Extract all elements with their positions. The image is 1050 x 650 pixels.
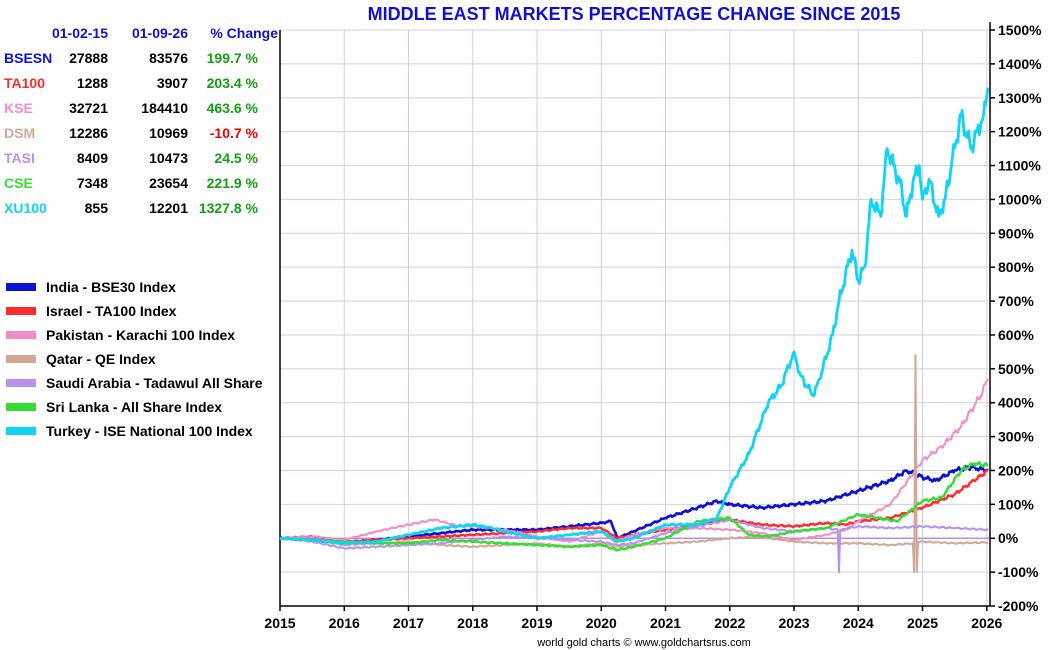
y-tick-label: 700% — [998, 293, 1034, 309]
legend-swatch — [6, 331, 36, 339]
y-tick-label: -100% — [998, 564, 1039, 580]
chart-title: MIDDLE EAST MARKETS PERCENTAGE CHANGE SI… — [368, 4, 901, 24]
legend-label: Israel - TA100 Index — [46, 303, 177, 319]
x-tick-label: 2023 — [778, 615, 809, 631]
table-row-end: 10969 — [149, 125, 188, 141]
table-row-change: 203.4 % — [207, 75, 259, 91]
table-row-end: 3907 — [157, 75, 188, 91]
table-row-end: 23654 — [149, 175, 188, 191]
x-tick-label: 2026 — [971, 615, 1002, 631]
series-line-saudi — [279, 518, 989, 574]
x-tick-label: 2021 — [650, 615, 681, 631]
legend-swatch — [6, 307, 36, 315]
table-row-start: 12286 — [69, 125, 108, 141]
credit-text: world gold charts © www.goldchartsrus.co… — [536, 637, 751, 649]
table-row-change: -10.7 % — [210, 125, 259, 141]
table-row-end: 184410 — [141, 100, 188, 116]
y-tick-label: 300% — [998, 429, 1034, 445]
table-row-code: KSE — [4, 100, 33, 116]
legend-swatch — [6, 355, 36, 363]
y-tick-label: 500% — [998, 361, 1034, 377]
y-tick-label: 400% — [998, 395, 1034, 411]
y-tick-label: 100% — [998, 496, 1034, 512]
table-header: % Change — [210, 25, 278, 41]
y-tick-label: 800% — [998, 259, 1034, 275]
x-tick-label: 2016 — [329, 615, 360, 631]
y-tick-label: 0% — [998, 530, 1019, 546]
table-row-end: 83576 — [149, 50, 188, 66]
table-row-change: 221.9 % — [207, 175, 259, 191]
table-row-code: TA100 — [4, 75, 45, 91]
legend-label: Pakistan - Karachi 100 Index — [46, 327, 235, 343]
legend-label: Turkey - ISE National 100 Index — [46, 423, 253, 439]
x-axis: 2015 2016 2017 2018 2019 2020 2021 2022 2023 2024… — [264, 606, 1003, 631]
table-row-start: 27888 — [69, 50, 108, 66]
x-tick-label: 2020 — [586, 615, 617, 631]
change-table: 01-02-15 01-09-26 % Change BSESN 27888 83576 1… — [4, 25, 278, 216]
legend-swatch — [6, 283, 36, 291]
table-row-code: BSESN — [4, 50, 52, 66]
y-tick-label: -200% — [998, 598, 1039, 614]
table-row-code: TASI — [4, 150, 35, 166]
legend-label: Qatar - QE Index — [46, 351, 156, 367]
y-tick-label: 900% — [998, 225, 1034, 241]
series-line-sri — [279, 461, 989, 552]
table-row-start: 8409 — [77, 150, 108, 166]
table-row-code: XU100 — [4, 200, 47, 216]
table-row-start: 855 — [85, 200, 109, 216]
y-axis: 1500% 1400% 1300% 1200% 1100% 1000% 900% 800% 70… — [990, 22, 1042, 614]
table-row-change: 1327.8 % — [199, 200, 259, 216]
table-header: 01-02-15 — [52, 25, 108, 41]
table-row-end: 10473 — [149, 150, 188, 166]
table-row-start: 7348 — [77, 175, 108, 191]
legend-label: Sri Lanka - All Share Index — [46, 399, 222, 415]
series-line-turkey — [279, 87, 990, 546]
table-row-start: 32721 — [69, 100, 108, 116]
y-tick-label: 1300% — [998, 90, 1042, 106]
x-tick-label: 2018 — [457, 615, 488, 631]
y-tick-label: 1500% — [998, 22, 1042, 38]
y-tick-label: 1200% — [998, 124, 1042, 140]
plot-frame — [279, 22, 991, 607]
legend-label: India - BSE30 Index — [46, 279, 176, 295]
x-tick-label: 2015 — [264, 615, 295, 631]
table-row-code: DSM — [4, 125, 35, 141]
legend-swatch — [6, 403, 36, 411]
y-tick-label: 600% — [998, 327, 1034, 343]
legend-swatch — [6, 379, 36, 387]
x-tick-label: 2019 — [521, 615, 552, 631]
table-header: 01-09-26 — [132, 25, 188, 41]
x-tick-label: 2022 — [714, 615, 745, 631]
x-tick-label: 2017 — [393, 615, 424, 631]
table-row-end: 12201 — [149, 200, 188, 216]
y-tick-label: 1400% — [998, 56, 1042, 72]
legend-swatch — [6, 427, 36, 435]
table-row-code: CSE — [4, 175, 33, 191]
x-tick-label: 2024 — [843, 615, 874, 631]
y-tick-label: 200% — [998, 462, 1034, 478]
x-tick-label: 2025 — [907, 615, 938, 631]
series-line-pakistan — [279, 378, 989, 543]
y-tick-label: 1100% — [998, 158, 1041, 174]
table-row-change: 463.6 % — [207, 100, 259, 116]
series-layer — [279, 87, 990, 574]
table-row-change: 199.7 % — [207, 50, 259, 66]
legend: India - BSE30 Index Israel - TA100 Index P… — [6, 279, 263, 439]
table-row-start: 1288 — [77, 75, 108, 91]
legend-label: Saudi Arabia - Tadawul All Share — [46, 375, 263, 391]
y-tick-label: 1000% — [998, 191, 1042, 207]
table-row-change: 24.5 % — [214, 150, 258, 166]
